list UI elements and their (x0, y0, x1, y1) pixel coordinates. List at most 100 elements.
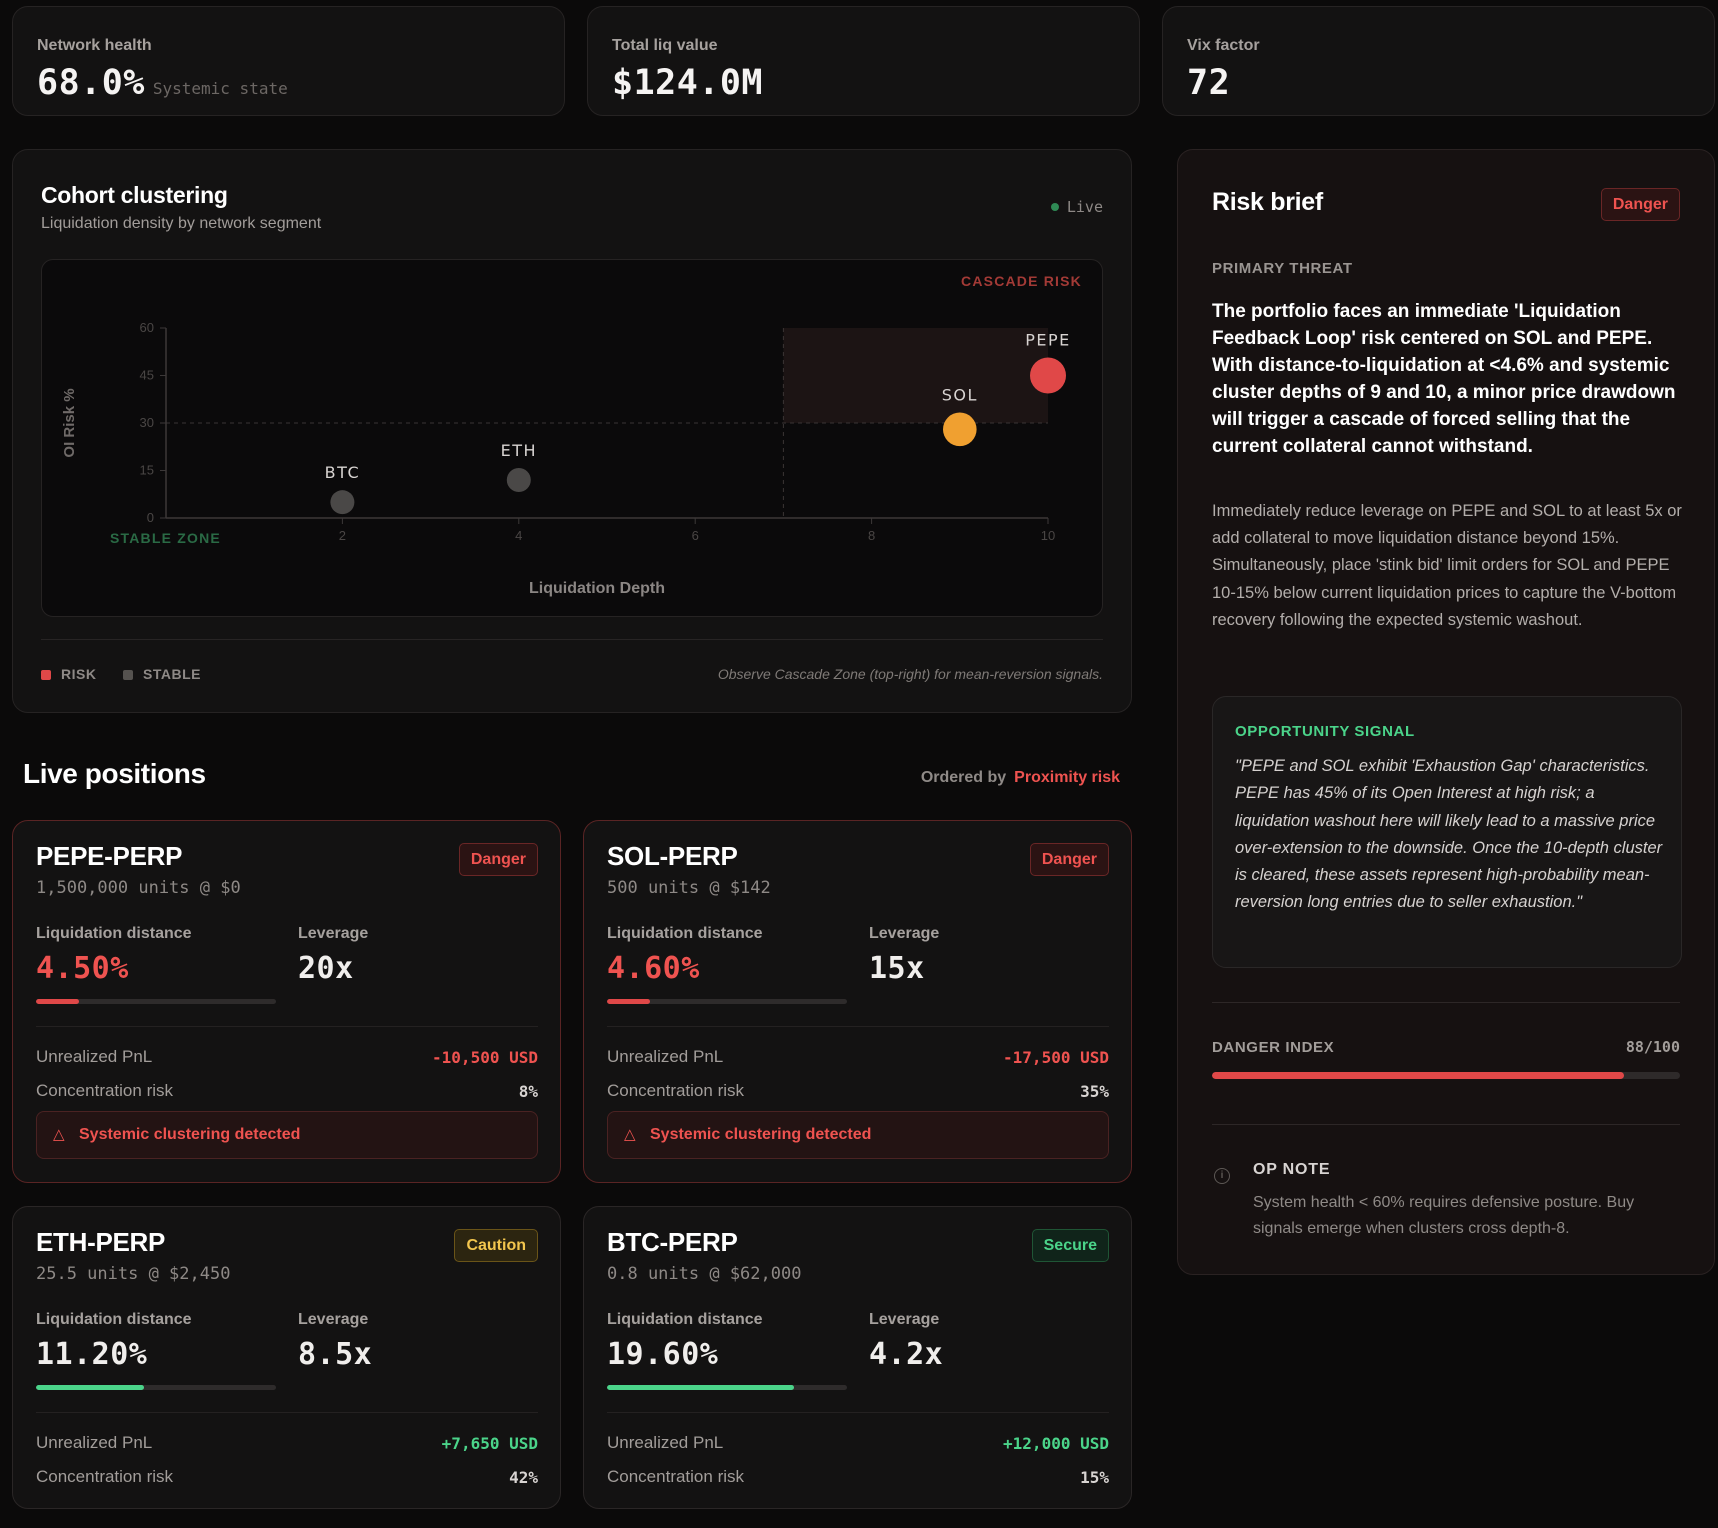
clustering-alert: △ Systemic clustering detected (607, 1111, 1109, 1159)
legend-risk: RISK (41, 666, 96, 682)
x-tick-label: 4 (515, 528, 522, 543)
ordered-by[interactable]: Ordered by Proximity risk (921, 769, 1120, 787)
position-units: 500 units @ $142 (607, 878, 771, 898)
pnl-label: Unrealized PnL (607, 1047, 724, 1066)
y-tick-label: 15 (140, 463, 154, 478)
scatter-point (1030, 357, 1066, 394)
scatter-plot[interactable]: 0 15 30 45 60 2 4 6 8 10 OI Risk % Liquidation Dept… (41, 259, 1103, 617)
y-tick-label: 60 (140, 320, 154, 335)
brief-status-badge: Danger (1600, 188, 1680, 221)
alert-text: Systemic clustering detected (79, 1126, 301, 1143)
scatter-point (943, 412, 977, 447)
live-dot-icon (1050, 203, 1059, 211)
cohort-subtitle: Liquidation density by network segment (41, 215, 322, 232)
stat-value: 68.0% Systemic state (37, 63, 288, 103)
liq-distance-value: 11.20% (36, 1337, 148, 1372)
live-indicator: Live (1050, 198, 1103, 216)
danger-index-bar (1212, 1072, 1680, 1079)
liq-distance-fill (36, 1385, 144, 1390)
cohort-clustering-card: Cohort clustering Liquidation density by… (12, 149, 1132, 713)
concentration-value: 42% (509, 1468, 538, 1487)
position-name: BTC-PERP (607, 1227, 738, 1257)
leverage-value: 15x (869, 951, 925, 986)
liq-distance-fill (607, 999, 651, 1004)
liq-distance-bar (36, 1385, 276, 1390)
y-axis-label: OI Risk % (61, 388, 78, 457)
danger-index-label: DANGER INDEX (1212, 1039, 1335, 1056)
liq-distance-label: Liquidation distance (36, 925, 192, 942)
clustering-alert: △ Systemic clustering detected (36, 1111, 538, 1159)
scatter-svg: 0 15 30 45 60 2 4 6 8 10 OI Risk % Liquidation Dept… (61, 273, 1081, 597)
leverage-value: 4.2x (869, 1337, 944, 1372)
liq-distance-label: Liquidation distance (36, 1311, 192, 1328)
position-units: 0.8 units @ $62,000 (607, 1264, 802, 1284)
stat-sub: Systemic state (152, 79, 288, 98)
liq-distance-bar (607, 1385, 847, 1390)
pnl-label: Unrealized PnL (36, 1433, 153, 1452)
pnl-value: +12,000 USD (1003, 1434, 1109, 1453)
legend-stable: STABLE (123, 666, 201, 682)
y-tick-label: 0 (147, 510, 154, 525)
threat-label: PRIMARY THREAT (1212, 260, 1353, 277)
ordered-by-label: Ordered by (920, 769, 1007, 786)
warning-icon: △ (624, 1126, 636, 1143)
stat-card-vix-factor: Vix factor 72 (1162, 6, 1715, 116)
divider (1212, 1002, 1680, 1003)
concentration-value: 8% (518, 1082, 538, 1101)
stat-card-network-health: Network health 68.0% Systemic state (12, 6, 565, 116)
liq-distance-label: Liquidation distance (607, 1311, 763, 1328)
divider (607, 1412, 1109, 1413)
status-badge: Secure (1031, 1229, 1109, 1262)
stat-value: 72 (1187, 63, 1231, 103)
action-text: Immediately reduce leverage on PEPE and … (1212, 502, 1682, 629)
brief-title: Risk brief (1212, 188, 1323, 216)
position-card[interactable]: ETH-PERP 25.5 units @ $2,450 Caution Liquid… (12, 1206, 561, 1509)
position-units: 1,500,000 units @ $0 (36, 878, 241, 898)
stat-card-total-liq: Total liq value $124.0M (587, 6, 1140, 116)
divider (41, 639, 1103, 640)
position-card[interactable]: PEPE-PERP 1,500,000 units @ $0 Danger Liqui… (12, 820, 561, 1183)
pnl-label: Unrealized PnL (607, 1433, 724, 1452)
stat-label: Vix factor (1187, 37, 1260, 54)
liq-distance-fill (36, 999, 80, 1004)
op-note-text: System health < 60% requires defensive p… (1253, 1194, 1635, 1237)
cascade-zone (783, 328, 1048, 423)
position-card[interactable]: BTC-PERP 0.8 units @ $62,000 Secure Liquida… (583, 1206, 1132, 1509)
divider (607, 1026, 1109, 1027)
point-label: ETH (501, 441, 537, 460)
scatter-point (506, 468, 531, 492)
leverage-label: Leverage (298, 925, 369, 942)
divider (36, 1412, 538, 1413)
chart-note: Observe Cascade Zone (top-right) for mea… (717, 666, 1103, 682)
alert-text: Systemic clustering detected (650, 1126, 872, 1143)
ordered-by-value[interactable]: Proximity risk (1014, 769, 1120, 786)
stat-label: Total liq value (612, 37, 718, 54)
leverage-label: Leverage (869, 1311, 940, 1328)
position-units: 25.5 units @ $2,450 (36, 1264, 231, 1284)
scatter-point (330, 490, 355, 515)
status-badge: Caution (454, 1229, 538, 1262)
x-tick-label: 10 (1041, 528, 1055, 543)
liq-distance-label: Liquidation distance (607, 925, 763, 942)
positions-title: Live positions (23, 758, 206, 789)
concentration-label: Concentration risk (607, 1081, 745, 1100)
x-tick-label: 8 (868, 528, 875, 543)
threat-text: The portfolio faces an immediate 'Liquid… (1212, 301, 1676, 457)
danger-index-value: 88/100 (1625, 1038, 1680, 1056)
concentration-label: Concentration risk (36, 1081, 174, 1100)
leverage-label: Leverage (298, 1311, 369, 1328)
opportunity-text: "PEPE and SOL exhibit 'Exhaustion Gap' c… (1235, 757, 1663, 912)
x-tick-label: 2 (339, 528, 346, 543)
liq-distance-bar (36, 999, 276, 1004)
y-tick-label: 30 (140, 415, 154, 430)
info-icon: i (1214, 1168, 1230, 1184)
risk-brief-panel: Risk brief Danger PRIMARY THREAT The por… (1177, 149, 1715, 1275)
position-name: PEPE-PERP (36, 841, 183, 871)
legend-swatch (41, 670, 51, 680)
stable-zone-label: STABLE ZONE (110, 530, 221, 546)
x-tick-label: 6 (692, 528, 699, 543)
warning-icon: △ (53, 1126, 65, 1143)
divider (1212, 1124, 1680, 1125)
pnl-value: -17,500 USD (1003, 1048, 1109, 1067)
position-card[interactable]: SOL-PERP 500 units @ $142 Danger Liquidatio… (583, 820, 1132, 1183)
